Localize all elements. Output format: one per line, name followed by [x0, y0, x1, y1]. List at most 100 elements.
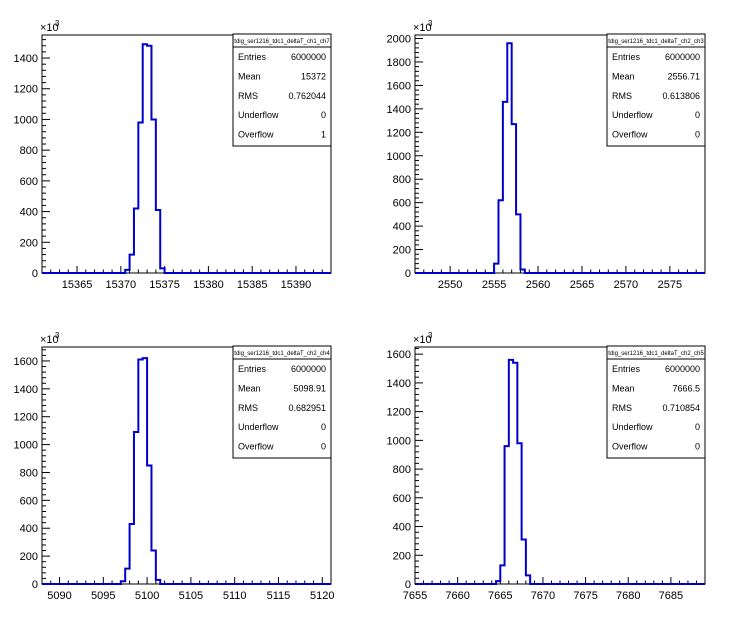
stats-label: RMS — [238, 91, 258, 101]
stats-label: Underflow — [612, 110, 653, 120]
stats-box — [606, 345, 706, 459]
stats-value: 2556.71 — [667, 71, 700, 81]
histogram-bin — [498, 200, 502, 273]
y-tick-label: 1400 — [14, 53, 38, 65]
x-tick-label: 7680 — [616, 590, 640, 602]
histogram-bin — [516, 214, 520, 273]
stats-value: 6000000 — [291, 364, 326, 374]
histogram-bin — [138, 360, 142, 584]
stats-label: Entries — [238, 52, 267, 62]
y-multiplier-label: ×10 — [40, 22, 59, 34]
x-tick-label: 7685 — [659, 590, 683, 602]
x-tick-label: 5100 — [135, 590, 159, 602]
y-tick-label: 1200 — [14, 84, 38, 96]
stats-value: 0.710854 — [662, 403, 700, 413]
stats-label: Entries — [612, 364, 641, 374]
histogram-bin — [147, 466, 151, 585]
y-tick-label: 1000 — [14, 440, 38, 452]
y-tick-label: 1000 — [14, 114, 38, 126]
histogram-bin — [160, 268, 164, 273]
histogram-bin — [125, 569, 129, 584]
histogram-bin — [156, 580, 160, 584]
y-tick-label: 400 — [393, 522, 411, 534]
stats-label: Entries — [612, 52, 641, 62]
histogram-line — [415, 358, 705, 585]
histogram-bin — [134, 209, 138, 273]
stats-box-title: tdig_ser1216_tdc1_deltaT_ch1_ch7 — [234, 39, 330, 45]
histogram-bin — [130, 255, 134, 273]
y-tick-label: 1600 — [387, 80, 411, 92]
stats-label: Mean — [612, 383, 635, 393]
stats-label: Entries — [238, 364, 267, 374]
histogram-bin — [512, 124, 516, 273]
x-tick-label: 7660 — [445, 590, 469, 602]
histogram-bin — [517, 443, 521, 584]
stats-box — [232, 33, 332, 147]
stats-value: 0 — [695, 110, 700, 120]
y-tick-label: 600 — [20, 495, 38, 507]
y-tick-label: 600 — [393, 198, 411, 210]
y-tick-label: 800 — [393, 464, 411, 476]
y-tick-label: 800 — [20, 467, 38, 479]
histogram-bin — [138, 123, 142, 273]
y-tick-label: 1400 — [387, 104, 411, 116]
y-tick-label: 800 — [20, 145, 38, 157]
y-tick-label: 1600 — [387, 349, 411, 361]
stats-label: Mean — [612, 71, 635, 81]
y-tick-label: 0 — [405, 579, 411, 591]
stats-box-title: tdig_ser1216_tdc1_deltaT_ch2_ch4 — [234, 351, 330, 357]
stats-label: Overflow — [238, 442, 274, 452]
y-multiplier-exponent: 3 — [428, 19, 433, 28]
stats-value: 0.682951 — [288, 403, 326, 413]
y-multiplier-label: ×10 — [413, 22, 432, 34]
stats-label: Underflow — [612, 422, 653, 432]
histogram-bin — [509, 360, 513, 584]
histogram-bin — [503, 102, 507, 273]
histogram-bin — [143, 44, 147, 273]
y-multiplier-label: ×10 — [40, 334, 59, 346]
histogram-pad-1: 15365 15370 15375 15380 15385 15390 0 200 400 600… — [14, 19, 332, 291]
y-tick-label: 1200 — [14, 412, 38, 424]
stats-label: Underflow — [238, 110, 279, 120]
x-tick-label: 5105 — [179, 590, 203, 602]
histogram-line — [42, 43, 331, 274]
histogram-bin — [496, 581, 500, 584]
y-tick-label: 1000 — [387, 435, 411, 447]
histogram-pad-4: 7655 7660 7665 7670 7675 7680 7685 0 200 400 600 80… — [387, 331, 706, 602]
stats-label: RMS — [612, 91, 632, 101]
y-tick-label: 0 — [32, 268, 38, 280]
y-tick-label: 400 — [20, 207, 38, 219]
x-tick-label: 2555 — [482, 279, 506, 291]
y-tick-label: 2000 — [387, 34, 411, 46]
y-multiplier-exponent: 3 — [55, 19, 60, 28]
histogram-bin — [125, 270, 129, 273]
stats-value: 0 — [321, 442, 326, 452]
y-tick-label: 200 — [393, 245, 411, 257]
histogram-bin — [526, 575, 530, 584]
stats-label: Overflow — [238, 130, 274, 140]
y-tick-label: 1400 — [387, 378, 411, 390]
x-tick-label: 5120 — [310, 590, 334, 602]
x-tick-label: 5095 — [91, 590, 115, 602]
y-tick-label: 0 — [32, 579, 38, 591]
histogram-bin — [143, 358, 147, 584]
y-tick-label: 1200 — [387, 407, 411, 419]
y-multiplier-exponent: 3 — [55, 331, 60, 340]
x-tick-label: 7665 — [488, 590, 512, 602]
histogram-bin — [513, 363, 517, 584]
x-tick-label: 5090 — [47, 590, 71, 602]
stats-value: 7666.5 — [672, 383, 700, 393]
histogram-bin — [494, 264, 498, 273]
stats-box — [606, 33, 706, 147]
stats-label: RMS — [612, 403, 632, 413]
histogram-bin — [151, 551, 155, 584]
y-tick-label: 400 — [20, 523, 38, 535]
x-tick-label: 7675 — [573, 590, 597, 602]
x-tick-label: 15375 — [149, 279, 180, 291]
x-tick-label: 15370 — [106, 279, 137, 291]
y-tick-label: 0 — [405, 268, 411, 280]
histogram-bin — [156, 210, 160, 273]
stats-value: 0.762044 — [288, 91, 326, 101]
stats-value: 0.613806 — [662, 91, 700, 101]
stats-value: 15372 — [301, 71, 326, 81]
